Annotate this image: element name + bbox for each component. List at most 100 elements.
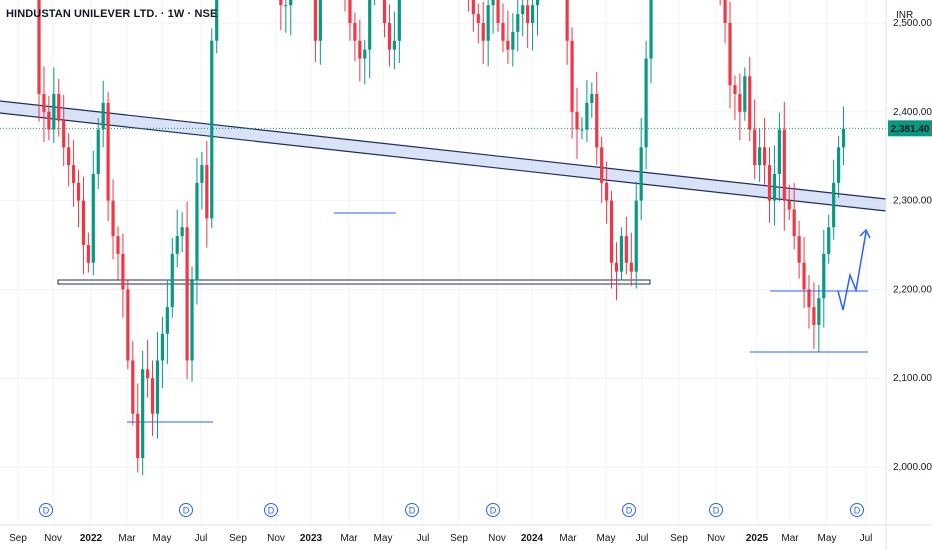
time-tick-label: 2025 — [746, 533, 769, 544]
dividend-marker-label: D — [43, 506, 50, 516]
candle-body — [284, 5, 288, 7]
candle-body — [81, 200, 86, 245]
candle-body — [614, 262, 619, 272]
candle-body — [205, 165, 209, 219]
chart-title: HINDUSTAN UNILEVER LTD. · 1W · NSE — [6, 8, 218, 20]
candle-body — [733, 85, 737, 95]
dividend-marker-circle — [486, 503, 500, 517]
candle-body — [313, 0, 318, 41]
candle-body — [190, 280, 194, 361]
dividend-marker-label: D — [626, 506, 633, 516]
candle-body — [590, 94, 594, 103]
candle-body — [832, 182, 836, 228]
time-tick-label: 2023 — [300, 533, 323, 544]
candle-body — [609, 200, 614, 263]
candle-body — [37, 0, 41, 95]
candle-body — [116, 236, 120, 254]
candle-body — [476, 14, 480, 23]
last-price-value: 2,381.40 — [891, 124, 930, 135]
candle-body — [530, 5, 535, 23]
dividend-marker-label: D — [854, 506, 861, 516]
candle-body — [570, 40, 574, 112]
drawings-front — [837, 228, 871, 311]
dividend-marker-label: D — [490, 506, 497, 516]
dividend-marker-circle — [622, 503, 636, 517]
time-tick-label: Mar — [559, 533, 577, 544]
candle-body — [141, 369, 145, 459]
candle-body — [86, 245, 90, 263]
candle-body — [382, 0, 387, 24]
candle-body — [767, 165, 772, 201]
candle-body — [481, 23, 485, 41]
time-tick-label: May — [818, 533, 837, 544]
dividend-marker-circle — [264, 503, 278, 517]
candle-body — [392, 40, 396, 50]
candle-body — [639, 147, 643, 201]
candle-body — [802, 262, 806, 290]
candle-body — [106, 102, 110, 201]
currency-label[interactable]: INR — [896, 10, 914, 21]
candle-body — [195, 182, 199, 281]
candle-body — [777, 129, 781, 174]
projection-arrow — [837, 231, 867, 311]
candle-body — [471, 0, 475, 15]
candle-body — [585, 102, 589, 130]
price-tick-label: 2,200.00 — [893, 284, 932, 295]
candle-body — [52, 94, 56, 130]
dividend-marker-circle — [850, 503, 864, 517]
candle-body — [535, 0, 540, 6]
time-tick-label: Nov — [707, 533, 725, 544]
time-tick-label: Nov — [267, 533, 285, 544]
candle-body — [121, 253, 125, 290]
candle-body — [812, 307, 816, 325]
time-tick-label: Nov — [44, 533, 62, 544]
candle-body — [170, 253, 174, 308]
time-tick-label: May — [153, 533, 172, 544]
candle-body — [57, 94, 61, 121]
time-tick-label: Mar — [340, 533, 358, 544]
dividend-marker-circle — [709, 503, 723, 517]
candle-body — [827, 227, 831, 254]
time-tick-label: Sep — [9, 533, 27, 544]
time-tick-label: Mar — [118, 533, 136, 544]
candle-body — [649, 0, 653, 59]
candle-body — [797, 236, 801, 263]
time-tick-label: Sep — [670, 533, 688, 544]
candle-body — [165, 307, 169, 334]
candle-body — [101, 102, 105, 130]
candle-body — [175, 236, 179, 254]
support-zone — [57, 279, 651, 285]
candle-body — [792, 209, 796, 237]
time-tick-label: Jul — [860, 533, 873, 544]
candle-body — [506, 40, 510, 50]
candle-body — [200, 165, 204, 183]
time-axis[interactable]: Sep Nov 2022 Mar May Jul Sep Nov 2023 Mar May Jul Se… — [0, 524, 932, 544]
candle-body — [772, 173, 777, 201]
candle-body — [210, 40, 214, 219]
candle-body — [71, 165, 76, 183]
trend-channel-fill — [0, 101, 886, 211]
candle-body — [723, 0, 727, 24]
candle-body — [743, 76, 747, 112]
dividend-marker-label: D — [409, 506, 416, 516]
candle-body — [91, 173, 95, 263]
candle-body — [496, 0, 500, 24]
price-axis[interactable]: 2,900.002,800.002,700.002,600.002,500.00… — [885, 0, 932, 550]
dividend-marker-circle — [39, 503, 53, 517]
candle-body — [807, 289, 811, 308]
candle-body — [150, 378, 155, 414]
chart-grid — [0, 0, 886, 525]
candle-body — [753, 129, 757, 166]
candle-body — [738, 94, 742, 112]
candle-body — [580, 129, 584, 131]
time-tick-label: 2024 — [521, 533, 544, 544]
candle-body — [748, 76, 752, 130]
candle-body — [185, 227, 189, 361]
candle-body — [511, 31, 515, 50]
candle-body — [353, 23, 357, 41]
candle-body — [600, 147, 604, 183]
price-tick-label: 2,400.00 — [893, 107, 932, 118]
time-tick-label: Jul — [417, 533, 430, 544]
candle-body — [358, 40, 362, 59]
